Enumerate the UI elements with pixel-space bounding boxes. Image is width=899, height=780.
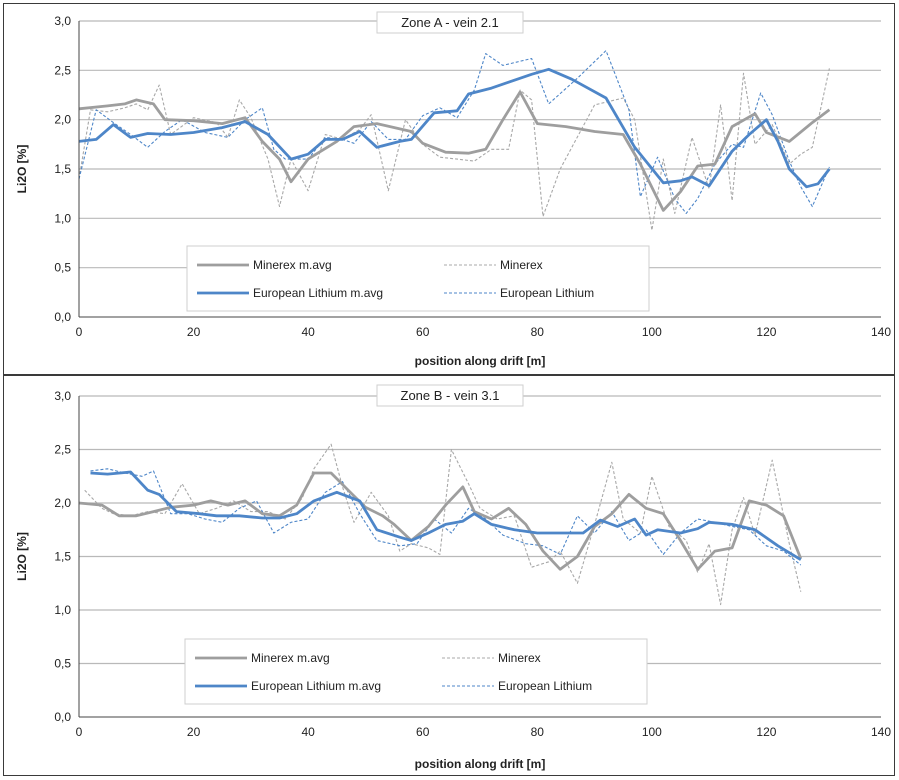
x-tick-label: 80 bbox=[531, 725, 545, 739]
chart-zone-a: 0,00,51,01,52,02,53,00 20 40 60 80 100 120 140 … bbox=[15, 11, 891, 368]
y-tick-label: 1,5 bbox=[54, 162, 71, 176]
series-line-minerex-mavg bbox=[78, 90, 831, 212]
legend-label-minerex: Minerex bbox=[500, 258, 543, 272]
x-axis-title: position along drift [m] bbox=[415, 757, 546, 771]
chart-title-box: Zone B - vein 3.1 bbox=[376, 384, 524, 407]
x-tick-label: 20 bbox=[187, 725, 201, 739]
x-tick-label: 140 bbox=[871, 325, 891, 339]
y-axis-title: Li2O [%] bbox=[15, 532, 29, 581]
tick-labels: 0,0 0,5 1,0 1,5 2,0 2,5 3,0 0 20 40 60 80 100 120 140 bbox=[54, 14, 891, 339]
x-axis-title: position along drift [m] bbox=[415, 354, 546, 368]
y-tick-label: 2,5 bbox=[54, 63, 71, 77]
x-tick-label: 100 bbox=[642, 325, 662, 339]
series-lines bbox=[78, 443, 803, 606]
legend-label-minerex: Minerex bbox=[498, 651, 541, 665]
legend-label-european-lithium-mavg: European Lithium m.avg bbox=[251, 679, 381, 693]
y-tick-label: 3,0 bbox=[54, 14, 71, 28]
tick-labels: 0,0 0,5 1,0 1,5 2,0 2,5 3,0 0 20 40 60 80 100 120 140 bbox=[54, 389, 891, 739]
chart-title-box: Zone A - vein 2.1 bbox=[376, 11, 524, 34]
series-line-european-lithium bbox=[78, 50, 830, 214]
x-tick-label: 100 bbox=[642, 725, 662, 739]
series-line-minerex bbox=[78, 68, 830, 231]
x-tick-label: 60 bbox=[416, 325, 430, 339]
y-tick-label: 0,5 bbox=[54, 261, 71, 275]
x-tick-label: 120 bbox=[756, 725, 776, 739]
y-tick-label: 2,0 bbox=[54, 496, 71, 510]
legend-label-european-lithium: European Lithium bbox=[500, 286, 594, 300]
series-line-minerex bbox=[84, 443, 802, 606]
series-line-european-lithium bbox=[90, 468, 802, 566]
x-tick-label: 0 bbox=[76, 725, 83, 739]
legend-label-minerex-mavg: Minerex m.avg bbox=[251, 651, 330, 665]
y-tick-label: 2,0 bbox=[54, 113, 71, 127]
series-lines bbox=[78, 50, 831, 231]
series-line-minerex-mavg bbox=[78, 471, 803, 571]
chart-zone-b: 0,00,51,01,52,02,53,00 20 40 60 80 100 120 140 … bbox=[15, 384, 891, 771]
x-tick-label: 40 bbox=[301, 725, 315, 739]
y-axis-title: Li2O [%] bbox=[15, 145, 29, 194]
series-line-european-lithium-mavg bbox=[78, 67, 831, 189]
x-tick-label: 60 bbox=[416, 725, 430, 739]
y-tick-label: 0,0 bbox=[54, 710, 71, 724]
y-tick-label: 1,5 bbox=[54, 550, 71, 564]
legend-label-minerex-mavg: Minerex m.avg bbox=[253, 258, 332, 272]
gridlines bbox=[79, 395, 881, 665]
chart-title: Zone B - vein 3.1 bbox=[401, 388, 500, 403]
chart-title: Zone A - vein 2.1 bbox=[401, 15, 499, 30]
x-tick-label: 40 bbox=[301, 325, 315, 339]
legend: Minerex m.avg Minerex European Lithium m… bbox=[184, 638, 648, 705]
chart-panel-zone-b: 0,0 0,5 1,0 1,5 2,0 2,5 3,0 0 20 40 60 80 100 120 140 … bbox=[3, 375, 895, 776]
y-tick-label: 1,0 bbox=[54, 211, 71, 225]
y-tick-label: 1,0 bbox=[54, 603, 71, 617]
legend: Minerex m.avg Minerex European Lithium m… bbox=[186, 245, 650, 312]
x-tick-label: 20 bbox=[187, 325, 201, 339]
x-tick-label: 80 bbox=[531, 325, 545, 339]
y-tick-label: 3,0 bbox=[54, 389, 71, 403]
chart-panel-zone-a: 0,0 0,5 1,0 1,5 2,0 2,5 3,0 0 20 40 60 80 100 120 140 … bbox=[3, 3, 895, 375]
y-tick-label: 2,5 bbox=[54, 443, 71, 457]
gridlines bbox=[79, 20, 881, 269]
series-line-european-lithium-mavg bbox=[90, 470, 802, 561]
y-tick-label: 0,5 bbox=[54, 657, 71, 671]
legend-label-european-lithium: European Lithium bbox=[498, 679, 592, 693]
legend-label-european-lithium-mavg: European Lithium m.avg bbox=[253, 286, 383, 300]
x-tick-label: 0 bbox=[76, 325, 83, 339]
x-tick-label: 120 bbox=[756, 325, 776, 339]
y-tick-label: 0,0 bbox=[54, 310, 71, 324]
x-tick-label: 140 bbox=[871, 725, 891, 739]
